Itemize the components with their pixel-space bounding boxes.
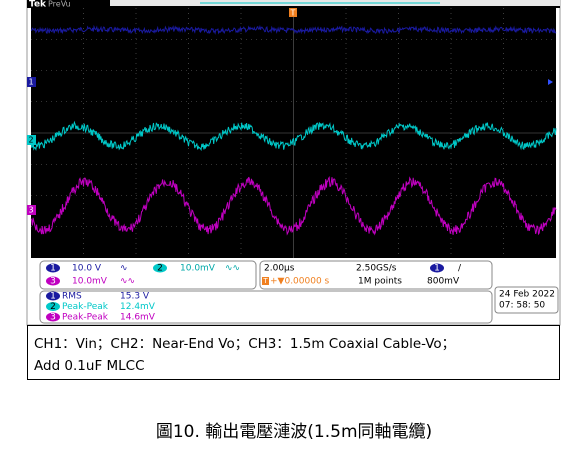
ch1-badge <box>46 263 60 273</box>
measure-box <box>39 290 493 324</box>
trigger-source: 1 <box>434 264 440 274</box>
trigger-source-badge <box>430 263 444 273</box>
ch1-num: 1 <box>50 264 56 274</box>
ch1-scale: 10.0 V <box>72 264 102 274</box>
meas-badge <box>46 312 60 322</box>
sample-rate: 2.50GS/s <box>356 264 397 274</box>
trigger-label: T <box>290 9 296 18</box>
delay-marker-label: T <box>262 277 268 285</box>
meas-value: 14.6mV <box>120 313 156 323</box>
ch3-trace <box>30 175 557 236</box>
measurements: 1 RMS 15.3 V 2 Peak-Peak 12.4mV 3 Peak-Peak 14.6… <box>46 291 156 323</box>
ch3-marker <box>27 205 36 215</box>
ch3-badge <box>46 276 60 286</box>
channel-box <box>39 260 257 290</box>
figure-caption: 圖10. 輸出電壓漣波(1.5m同軸電纜) <box>156 422 432 442</box>
ch2-coupling: ∿∿ <box>225 264 240 274</box>
delay: +▼0.00000 s <box>270 277 330 287</box>
ch3-marker-label: 3 <box>28 206 33 215</box>
date-box <box>494 286 559 314</box>
ch3-coupling: ∿∿ <box>120 277 135 287</box>
ch1-marker <box>27 77 36 87</box>
meas-num: 3 <box>50 313 56 323</box>
ch1-marker-label: 1 <box>28 78 33 87</box>
note-box <box>27 325 560 380</box>
ch1-trace <box>30 24 557 35</box>
meas-badge <box>46 291 60 301</box>
meas-num: 1 <box>50 292 56 302</box>
meas-num: 2 <box>50 302 56 312</box>
timebase: 2.00µs <box>264 264 295 274</box>
ch2-trace <box>30 120 557 152</box>
meas-value: 15.3 V <box>120 292 150 302</box>
ch3-num: 3 <box>50 277 56 287</box>
meas-name: RMS <box>62 292 82 302</box>
note-line: Add 0.1uF MLCC <box>34 358 145 374</box>
note-line: CH1：Vin；CH2：Near-End Vo；CH3：1.5m Coaxial… <box>34 336 455 352</box>
ch2-badge <box>153 263 167 273</box>
meas-name: Peak-Peak <box>62 313 109 323</box>
time: 07: 58: 50 <box>499 301 545 311</box>
meas-badge <box>46 302 60 311</box>
traces <box>30 24 557 236</box>
delay-marker <box>262 277 269 285</box>
ch2-marker-label: 2 <box>28 136 33 145</box>
ch1-coupling: ∿ <box>120 264 128 274</box>
mode: PreVu <box>48 0 71 9</box>
ch2-num: 2 <box>157 264 163 274</box>
meas-value: 12.4mV <box>120 302 156 312</box>
date: 24 Feb 2022 <box>499 290 555 300</box>
meas-name: Peak-Peak <box>62 302 109 312</box>
trigger-marker <box>289 8 297 17</box>
trigger-level <box>548 79 553 85</box>
ch2-scale: 10.0mV <box>180 264 216 274</box>
ch2-marker <box>27 135 36 145</box>
record-length: 1M points <box>358 277 402 287</box>
trigger-level-text: 800mV <box>427 277 460 287</box>
trigger-slope: / <box>458 264 462 274</box>
ch3-scale: 10.0mV <box>72 277 108 287</box>
brand: Tek <box>29 0 47 10</box>
